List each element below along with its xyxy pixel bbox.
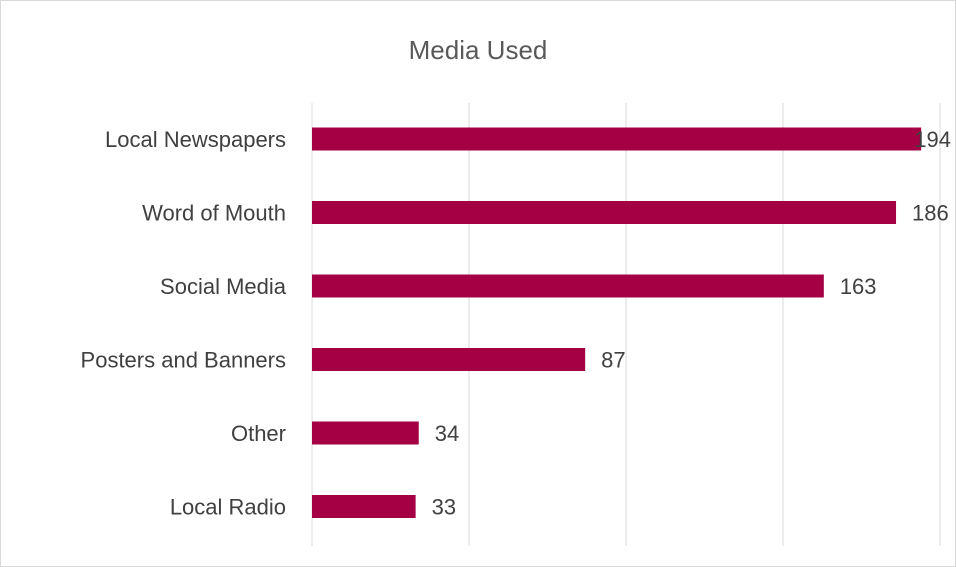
bar [312,274,824,298]
value-labels: 194 186 163 87 34 33 [432,127,951,520]
category-label: Posters and Banners [81,348,286,373]
category-labels: Local Newspapers Word of Mouth Social Medi… [81,127,287,520]
value-label: 163 [840,274,877,299]
category-label: Social Media [160,274,287,299]
bar [312,127,922,151]
bar [312,201,897,224]
value-label: 87 [601,348,625,373]
value-label: 194 [914,127,951,152]
value-label: 186 [912,201,949,226]
category-label: Local Newspapers [105,127,286,152]
category-label: Word of Mouth [142,201,286,226]
bars [312,127,922,518]
bar [312,421,419,445]
bar [312,495,416,518]
gridlines [311,103,941,546]
value-label: 33 [432,495,456,520]
category-label: Local Radio [170,495,286,520]
category-label: Other [231,421,286,446]
bar [312,348,586,371]
chart-title: Media Used [408,35,548,65]
value-label: 34 [435,421,459,446]
